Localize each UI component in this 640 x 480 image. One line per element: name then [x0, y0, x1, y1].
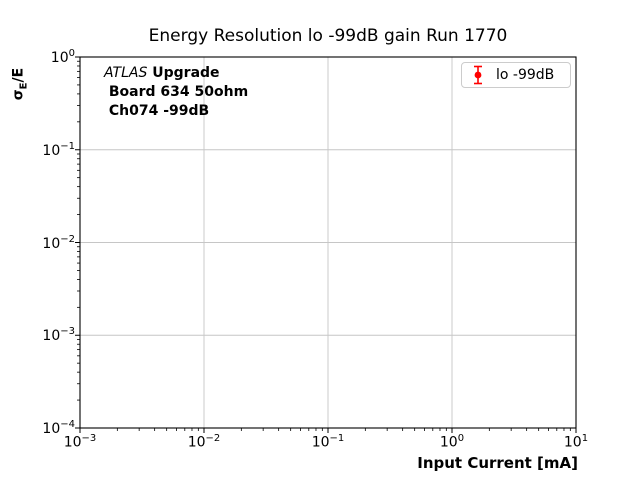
errorbar-marker-icon [474, 65, 482, 85]
y-axis-label-subscript: E [18, 82, 30, 90]
y-tick-label: 10−3 [42, 326, 75, 345]
y-tick-label: 10−4 [42, 419, 75, 437]
y-tick-label: 10−1 [42, 140, 75, 159]
x-tick-label: 101 [563, 433, 589, 451]
x-tick-label: 100 [439, 433, 465, 451]
y-axis-label: σE/E [11, 68, 30, 100]
x-tick-label: 10−3 [63, 433, 97, 451]
annotation-channel: Ch074 -99dB [104, 103, 210, 119]
y-tick-label: 10−2 [42, 233, 75, 252]
annotation-board: Board 634 50ohm [104, 84, 249, 100]
legend: lo -99dB [461, 62, 571, 88]
chart-title: Energy Resolution lo -99dB gain Run 1770 [148, 26, 508, 46]
x-tick-label: 10−1 [311, 433, 345, 451]
x-tick-label: 10−2 [187, 433, 221, 451]
x-axis-label: Input Current [mA] [417, 454, 578, 472]
annotation-upgrade: Upgrade [147, 65, 220, 81]
annotation-block: ATLAS Upgrade Board 634 50ohm Ch074 -99d… [104, 64, 248, 121]
y-tick-label: 100 [50, 48, 75, 66]
annotation-atlas: ATLAS [104, 65, 148, 81]
y-axis-label-sigma: σ [10, 89, 27, 101]
legend-entry-label: lo -99dB [496, 67, 555, 83]
y-axis-label-rest: /E [10, 67, 27, 83]
